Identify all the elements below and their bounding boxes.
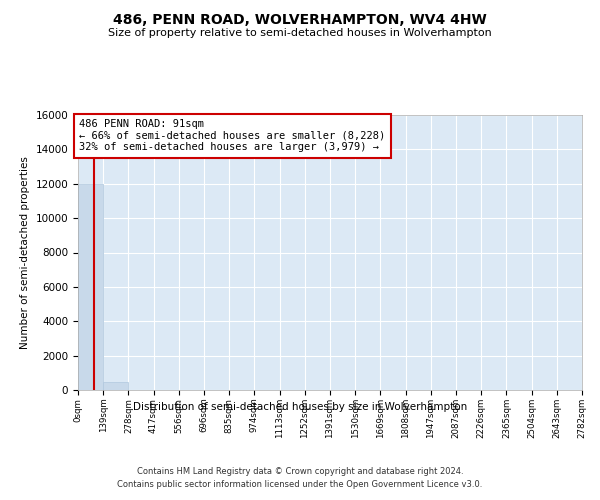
Bar xyxy=(103,382,128,390)
Text: Contains HM Land Registry data © Crown copyright and database right 2024.: Contains HM Land Registry data © Crown c… xyxy=(137,468,463,476)
Text: 486 PENN ROAD: 91sqm
← 66% of semi-detached houses are smaller (8,228)
32% of se: 486 PENN ROAD: 91sqm ← 66% of semi-detac… xyxy=(79,119,386,152)
Text: 486, PENN ROAD, WOLVERHAMPTON, WV4 4HW: 486, PENN ROAD, WOLVERHAMPTON, WV4 4HW xyxy=(113,12,487,26)
Y-axis label: Number of semi-detached properties: Number of semi-detached properties xyxy=(20,156,30,349)
Text: Distribution of semi-detached houses by size in Wolverhampton: Distribution of semi-detached houses by … xyxy=(133,402,467,412)
Bar xyxy=(78,184,103,390)
Text: Size of property relative to semi-detached houses in Wolverhampton: Size of property relative to semi-detach… xyxy=(108,28,492,38)
Text: Contains public sector information licensed under the Open Government Licence v3: Contains public sector information licen… xyxy=(118,480,482,489)
